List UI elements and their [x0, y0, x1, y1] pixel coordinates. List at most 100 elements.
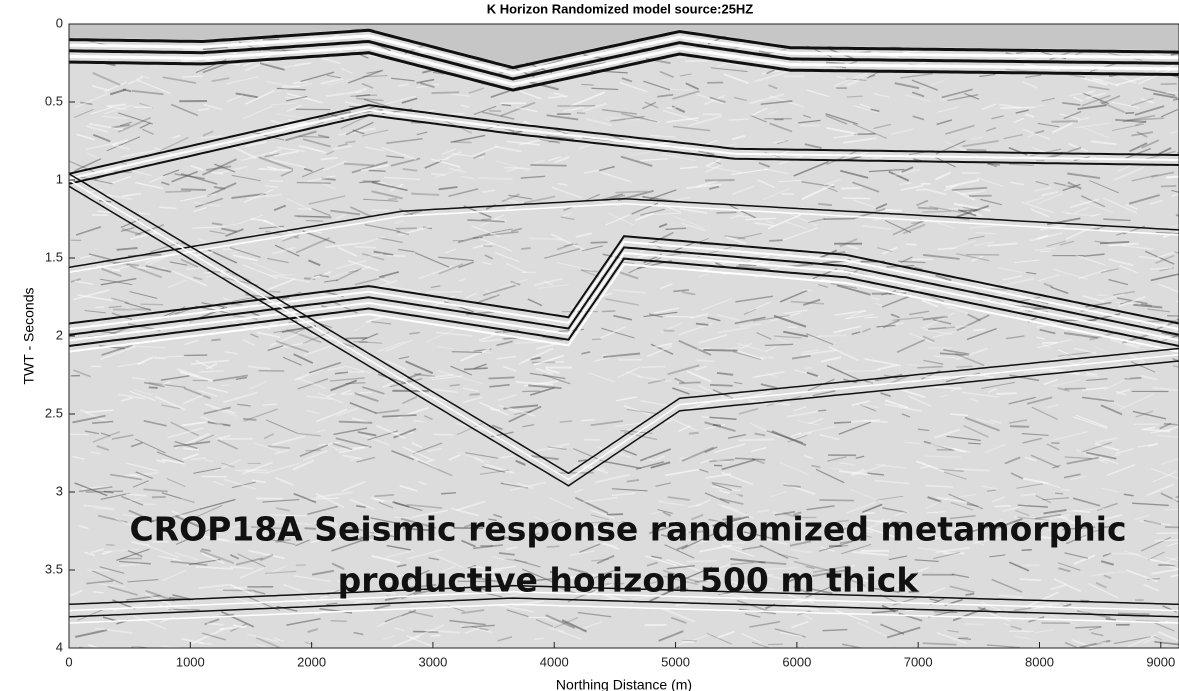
texture: [481, 219, 491, 220]
x-tick-label: 8000: [1025, 654, 1054, 669]
plot-area: [69, 24, 1179, 648]
texture: [454, 142, 472, 143]
y-tick-label: 1.5: [45, 249, 63, 264]
texture: [781, 194, 794, 195]
texture: [995, 506, 1012, 507]
texture: [297, 183, 331, 184]
texture: [243, 419, 256, 420]
texture: [331, 621, 347, 622]
texture: [521, 248, 531, 249]
texture: [1155, 540, 1178, 541]
texture: [263, 39, 280, 40]
texture: [355, 247, 376, 248]
texture: [966, 594, 975, 595]
texture: [181, 189, 206, 190]
texture: [934, 612, 957, 613]
x-tick-label: 2000: [297, 654, 326, 669]
annotation: productive horizon 500 m thick: [338, 561, 920, 600]
texture: [411, 194, 439, 195]
texture: [95, 307, 104, 308]
texture: [207, 624, 223, 625]
texture: [86, 11, 119, 24]
texture: [591, 242, 608, 243]
texture: [824, 219, 855, 220]
texture: [959, 638, 969, 639]
texture: [86, 491, 123, 492]
x-tick-label: 6000: [782, 654, 811, 669]
x-tick-label: 7000: [904, 654, 933, 669]
texture: [1167, 316, 1179, 317]
texture: [165, 191, 191, 192]
y-tick-label: 3.5: [45, 561, 63, 576]
texture: [339, 422, 372, 423]
texture: [769, 240, 782, 241]
x-tick-label: 3000: [418, 654, 447, 669]
texture: [387, 256, 406, 257]
y-tick-label: 2: [56, 327, 63, 342]
texture: [396, 228, 417, 229]
texture: [804, 368, 812, 369]
texture: [682, 640, 697, 641]
texture: [500, 648, 528, 657]
texture: [535, 638, 544, 639]
texture: [469, 394, 479, 395]
texture: [369, 170, 386, 171]
texture: [1055, 493, 1063, 494]
texture: [679, 382, 701, 383]
texture: [916, 189, 925, 190]
texture: [817, 335, 846, 336]
x-tick-label: 0: [65, 654, 72, 669]
texture: [211, 339, 220, 340]
texture: [841, 188, 861, 189]
texture: [581, 84, 593, 85]
texture: [996, 393, 1017, 394]
texture: [413, 421, 423, 422]
x-tick-label: 5000: [661, 654, 690, 669]
texture: [306, 221, 323, 222]
texture: [689, 433, 699, 434]
texture: [433, 434, 453, 435]
texture: [973, 329, 984, 330]
texture: [818, 410, 826, 411]
y-tick-label: 3: [56, 483, 63, 498]
texture: [432, 92, 460, 93]
texture: [922, 211, 951, 212]
texture: [742, 254, 764, 255]
x-tick-label: 9000: [1146, 654, 1175, 669]
texture: [154, 358, 165, 359]
y-axis-label: TWT - Seconds: [21, 288, 37, 385]
y-tick-label: 0: [56, 15, 63, 30]
texture: [269, 181, 283, 182]
texture: [187, 268, 200, 269]
texture: [212, 173, 224, 174]
texture: [834, 422, 851, 423]
texture: [1125, 113, 1134, 114]
chart: K Horizon Randomized model source:25HZ N…: [0, 0, 1179, 691]
texture: [345, 338, 367, 339]
texture: [1010, 426, 1029, 427]
texture: [581, 420, 594, 421]
texture: [1106, 619, 1116, 620]
texture: [729, 119, 749, 120]
texture: [967, 150, 987, 151]
texture: [431, 174, 445, 175]
texture: [183, 49, 202, 50]
texture: [641, 366, 665, 367]
texture: [530, 238, 563, 239]
annotation: CROP18A Seismic response randomized meta…: [129, 510, 1126, 549]
texture: [478, 178, 513, 179]
texture: [1096, 642, 1106, 643]
texture: [703, 350, 737, 351]
texture: [1165, 527, 1179, 528]
chart-title: K Horizon Randomized model source:25HZ: [487, 1, 754, 16]
texture: [1061, 489, 1070, 490]
texture: [488, 377, 514, 378]
texture: [843, 370, 881, 371]
texture: [530, 165, 566, 166]
texture: [452, 352, 482, 353]
texture: [615, 191, 647, 192]
x-axis-label: Northing Distance (m): [556, 677, 692, 691]
y-tick-label: 2.5: [45, 405, 63, 420]
x-tick-label: 1000: [176, 654, 205, 669]
y-tick-label: 4: [56, 639, 63, 654]
